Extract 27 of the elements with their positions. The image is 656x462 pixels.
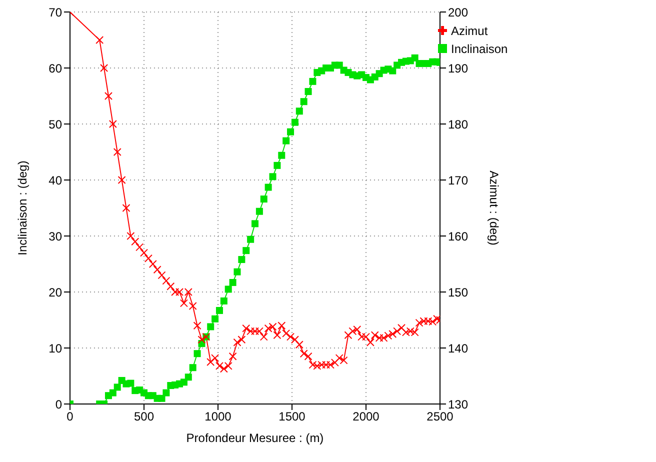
x-tick-label: 2500	[426, 410, 454, 424]
y2-axis-title: Azimut : (deg)	[486, 170, 501, 246]
x-tick-label: 1500	[278, 410, 306, 424]
x-tick-label: 1000	[204, 410, 232, 424]
y-tick-label: 10	[48, 341, 62, 356]
y-tick-label: 0	[55, 397, 62, 412]
x-tick-label: 2000	[352, 410, 380, 424]
y-tick-label: 70	[48, 5, 62, 20]
y2-tick-label: 170	[448, 173, 468, 188]
x-tick-label: 500	[134, 410, 154, 424]
x-axis-title: Profondeur Mesuree : (m)	[186, 431, 324, 445]
y2-tick-label: 140	[448, 341, 468, 356]
y-axis-title: Inclinaison : (deg)	[15, 160, 30, 256]
y-tick-label: 40	[48, 173, 62, 188]
legend-label: Azimut	[451, 24, 488, 38]
y-tick-label: 30	[48, 229, 62, 244]
legend-label: Inclinaison	[451, 42, 508, 56]
y-tick-label: 60	[48, 61, 62, 76]
y2-tick-label: 160	[448, 229, 468, 244]
y2-tick-label: 130	[448, 397, 468, 412]
y2-tick-label: 200	[448, 5, 468, 20]
y2-tick-label: 150	[448, 285, 468, 300]
y2-tick-label: 190	[448, 61, 468, 76]
y-tick-label: 20	[48, 285, 62, 300]
x-tick-label: 0	[66, 410, 74, 424]
y2-tick-label: 180	[448, 117, 468, 132]
y-tick-label: 50	[48, 117, 62, 132]
